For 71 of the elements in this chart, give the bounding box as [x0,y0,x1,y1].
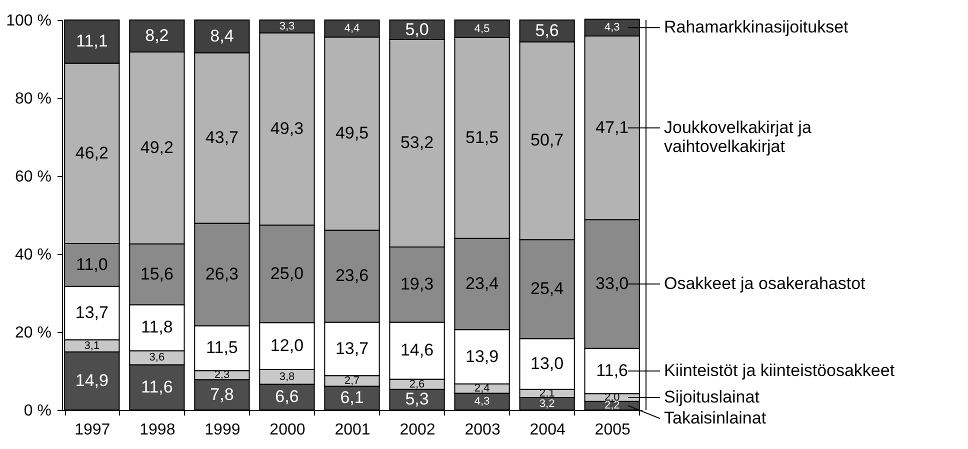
data-label: 5,3 [405,390,429,409]
x-tick-label: 2004 [530,422,566,438]
data-label: 13,9 [466,346,499,366]
data-label: 13,7 [75,303,108,322]
data-label: 3,3 [279,20,295,32]
data-label: 51,5 [466,128,499,147]
data-label: 3,8 [279,370,295,383]
data-label: 12,0 [270,336,304,356]
data-label: 13,0 [530,354,564,373]
data-label: 4,4 [344,22,360,35]
data-label: 19,3 [400,274,434,294]
data-label: 11,5 [206,338,238,358]
x-tick-label: 2003 [464,422,500,438]
x-tick-label: 2001 [334,422,370,438]
legend-label: Sijoituslainat [664,388,760,407]
data-label: 46,2 [75,143,108,162]
data-label: 33,0 [596,274,629,294]
data-label: 4,3 [474,396,490,408]
x-tick-label: 2000 [270,422,306,438]
data-label: 23,6 [335,266,369,286]
data-label: 5,0 [405,20,429,39]
data-label: 49,3 [270,119,304,138]
legend-label: Joukkovelkakirjat ja vaihtovelkakirjat [664,118,812,156]
y-tick-label: 40 % [15,246,52,264]
data-label: 25,0 [270,264,304,283]
data-label: 11,8 [141,318,173,337]
data-label: 6,6 [275,387,299,406]
data-label: 15,6 [140,264,174,284]
data-label: 3,1 [84,340,100,352]
y-tick-label: 60 % [15,168,52,186]
y-tick-label: 80 % [15,90,52,108]
data-label: 6,1 [340,388,364,408]
data-label: 47,1 [596,118,629,137]
data-label: 2,7 [344,374,360,387]
data-label: 14,9 [75,370,108,390]
data-label: 3,6 [149,352,165,364]
data-label: 2,4 [474,382,490,395]
data-label: 11,6 [141,377,173,396]
data-label: 26,3 [205,264,238,284]
x-tick-label: 2002 [400,422,436,438]
data-label: 4,5 [474,22,490,35]
data-label: 8,4 [210,26,234,46]
data-label: 49,5 [335,124,369,143]
data-label: 11,1 [76,32,108,51]
x-tick-label: 1998 [140,422,176,438]
data-label: 43,7 [205,128,238,147]
legend-label: Kiinteistöt ja kiinteistöosakkeet [664,361,895,380]
y-tick-label: 20 % [15,324,52,342]
legend-label: Takaisinlainat [664,408,766,428]
data-label: 11,6 [596,361,628,380]
data-label: 4,3 [604,22,620,34]
y-tick-label: 0 % [24,402,52,420]
data-label: 2,6 [409,378,425,390]
y-tick-label: 100 % [6,12,52,30]
data-label: 8,2 [145,26,169,45]
data-label: 23,4 [466,274,499,294]
data-label: 11,0 [76,254,108,274]
data-label: 49,2 [140,138,174,157]
data-label: 13,7 [335,338,369,358]
data-label: 3,2 [539,398,555,410]
data-label: 50,7 [530,130,564,150]
x-tick-label: 1999 [204,422,240,438]
legend-label: Osakkeet ja osakerahastot [664,274,866,294]
data-label: 14,6 [400,340,434,360]
x-tick-label: 2005 [594,422,630,438]
data-label: 25,4 [530,279,564,298]
data-label: 5,6 [535,20,559,40]
x-tick-label: 1997 [74,422,110,438]
legend-label: Rahamarkkinasijoitukset [664,18,849,37]
data-label: 7,8 [210,384,234,404]
data-label: 53,2 [400,133,434,152]
